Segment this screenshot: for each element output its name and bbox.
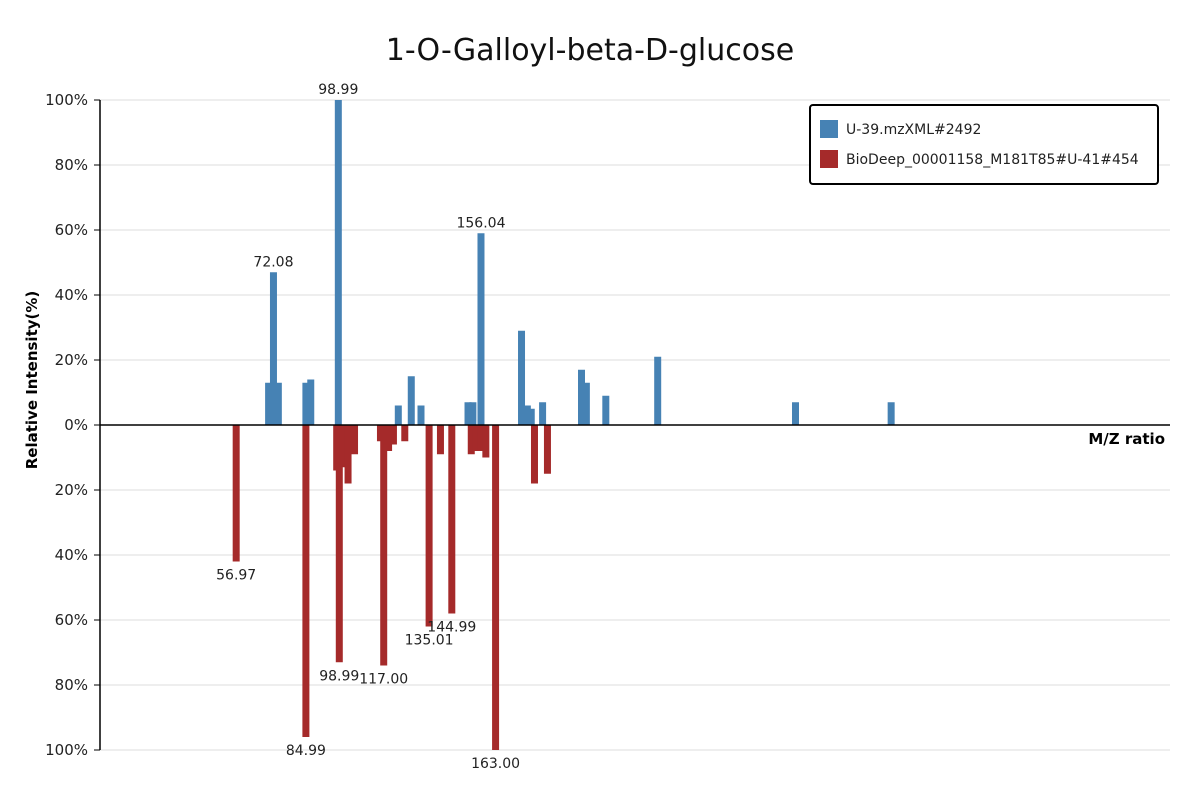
query-peak-label: 98.99 <box>318 82 358 98</box>
query-peak-bar <box>477 233 485 425</box>
reference-peak-label: 135.01 <box>405 633 454 649</box>
query-peak-bar <box>602 395 610 425</box>
legend: U-39.mzXML#2492 BioDeep_00001158_M181T85… <box>809 104 1159 185</box>
reference-peak-bar <box>232 425 240 562</box>
reference-peak-bar <box>492 425 500 750</box>
y-tick-label: 40% <box>55 286 88 304</box>
query-peak-bar <box>654 356 662 425</box>
query-peak-bar <box>792 402 799 425</box>
query-peak-bar <box>302 382 310 425</box>
y-tick-label: 60% <box>55 221 88 239</box>
query-peak-bar <box>394 405 402 425</box>
y-tick-label: 100% <box>45 741 88 759</box>
legend-label-reference: BioDeep_00001158_M181T85#U-41#454 <box>846 152 1139 168</box>
reference-peak-bar <box>401 425 409 442</box>
y-tick-label: 80% <box>55 156 88 174</box>
y-axis-ticks: 100% 80% 60% 40% 20% 0% 20% 40% 60% 80% 100% <box>45 91 100 759</box>
query-peak-bar <box>464 402 472 425</box>
reference-peak-label: 144.99 <box>427 620 476 636</box>
query-peak-bar <box>469 402 477 425</box>
reference-peak-bar <box>389 425 397 445</box>
query-peak-bar <box>582 382 590 425</box>
reference-peak-bar <box>448 425 456 614</box>
reference-peak-bar <box>344 425 352 484</box>
reference-peak-bar <box>385 425 393 451</box>
reference-peak-label: 84.99 <box>286 743 326 759</box>
reference-peak-bar <box>467 425 475 455</box>
reference-peak-label: 117.00 <box>359 672 408 688</box>
reference-peak-bar <box>436 425 444 455</box>
reference-peak-bar <box>543 425 551 474</box>
query-peak-bar <box>578 369 585 425</box>
query-peak-bar <box>539 402 547 425</box>
reference-peak-label: 163.00 <box>471 756 520 772</box>
y-tick-label: 20% <box>55 351 88 369</box>
legend-box <box>809 104 1159 185</box>
reference-peak-bar <box>425 425 433 627</box>
query-peak-bar <box>265 382 273 425</box>
reference-peak-label: 98.99 <box>319 668 359 684</box>
legend-swatch-query <box>820 120 838 138</box>
legend-swatch-reference <box>820 150 838 168</box>
reference-peak-bar <box>351 425 359 455</box>
peak-bars <box>232 100 895 750</box>
reference-peak-bar <box>380 425 388 666</box>
legend-label-query: U-39.mzXML#2492 <box>846 122 981 138</box>
query-peak-label: 156.04 <box>456 215 505 231</box>
query-peak-bar <box>518 330 526 425</box>
y-tick-label: 20% <box>55 481 88 499</box>
query-peak-bar <box>417 405 425 425</box>
query-peak-bar <box>307 379 315 425</box>
y-tick-label: 80% <box>55 676 88 694</box>
reference-peak-bar <box>482 425 490 458</box>
reference-peak-bar <box>339 425 347 468</box>
reference-peak-bar <box>335 425 343 663</box>
reference-peak-bar <box>477 425 485 451</box>
y-tick-label: 100% <box>45 91 88 109</box>
reference-peak-bar <box>302 425 310 737</box>
y-tick-label: 60% <box>55 611 88 629</box>
query-peak-bar <box>274 382 282 425</box>
reference-peak-label: 56.97 <box>216 568 256 584</box>
reference-peak-bar <box>530 425 538 484</box>
query-peak-bar <box>887 402 895 425</box>
query-peak-bar <box>334 100 342 425</box>
y-tick-label: 40% <box>55 546 88 564</box>
y-axis-label: Relative Intensity(%) <box>23 291 41 470</box>
reference-peak-bar <box>472 425 480 451</box>
query-peak-bar <box>269 272 277 425</box>
y-tick-label: 0% <box>64 416 88 434</box>
query-peak-bar <box>527 408 535 425</box>
query-peak-bar <box>523 405 531 425</box>
chart-title: 1-O-Galloyl-beta-D-glucose <box>386 33 794 68</box>
x-axis-label: M/Z ratio <box>1088 430 1165 448</box>
query-peak-bar <box>407 376 415 425</box>
query-peak-label: 72.08 <box>253 254 293 270</box>
